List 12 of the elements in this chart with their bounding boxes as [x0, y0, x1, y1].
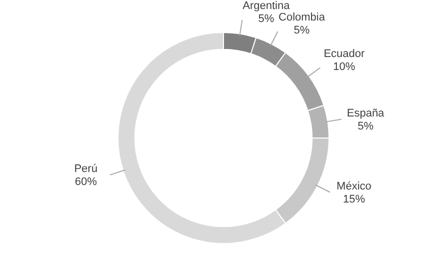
data-label: 15%	[342, 193, 366, 206]
data-label: 10%	[333, 60, 356, 73]
slice-label: México	[336, 180, 372, 192]
data-label: 5%	[358, 120, 374, 132]
slice-label: Perú	[74, 162, 98, 175]
slice-label: Ecuador	[324, 48, 365, 60]
data-label: 5%	[294, 24, 310, 37]
data-label: 5%	[258, 13, 274, 25]
slice-label: España	[346, 107, 386, 120]
data-label: 60%	[74, 176, 98, 188]
slice-label: Argentina	[242, 0, 291, 12]
slice-label: Colombia	[278, 12, 326, 24]
